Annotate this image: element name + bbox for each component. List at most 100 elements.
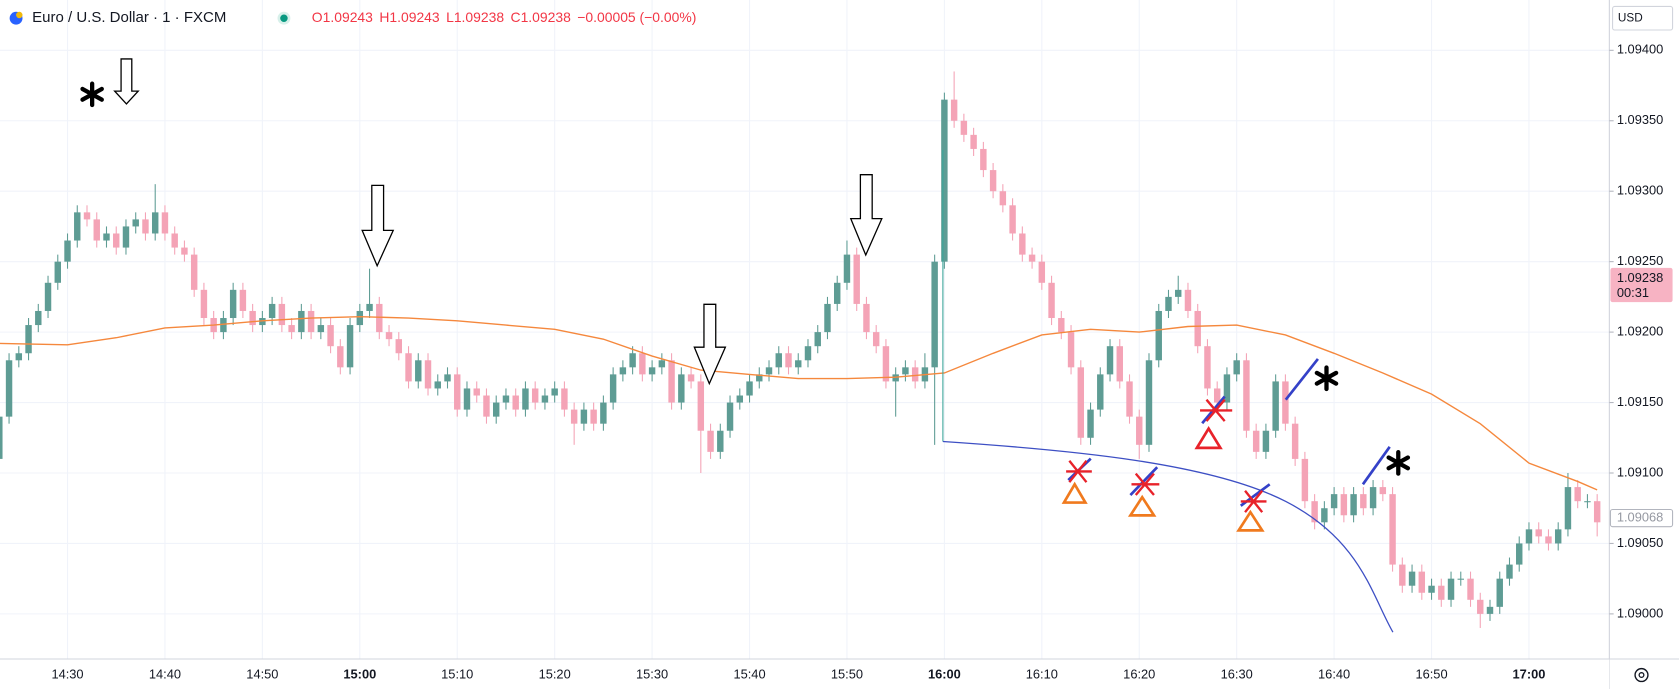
candle-body	[1106, 346, 1114, 375]
candle-body	[980, 148, 987, 171]
y-tick-label: 1.09100	[1617, 464, 1663, 479]
candle-body	[1574, 487, 1581, 502]
candle-body	[298, 310, 305, 333]
x-tick-label: 17:00	[1513, 666, 1546, 681]
candle-body	[824, 303, 831, 333]
candle-body	[103, 233, 110, 241]
annotations	[80, 58, 1411, 633]
candle-body	[629, 353, 636, 368]
candle-body	[600, 402, 607, 424]
ohlc-value: 1.09238	[454, 9, 505, 25]
candle-body	[278, 303, 286, 326]
drawing-curve	[942, 440, 1394, 633]
candle-body	[1593, 501, 1601, 523]
candle-body	[1262, 430, 1270, 452]
candle-body	[746, 381, 753, 396]
candle-body	[356, 310, 364, 326]
settings-button[interactable]	[1634, 667, 1649, 683]
ohlc-label: H	[379, 9, 389, 25]
candle-body	[190, 254, 198, 290]
candle-body	[1184, 289, 1192, 311]
candle-body	[122, 226, 130, 248]
candle-body	[151, 212, 159, 234]
arrow-annotation	[361, 184, 395, 268]
candle-body	[1486, 606, 1494, 614]
candle-body	[415, 360, 422, 382]
candle-body	[1516, 543, 1523, 565]
candle-body	[658, 360, 666, 368]
candle-body	[999, 191, 1007, 206]
candle-body	[814, 332, 821, 347]
axes: 1.09400 1.09350 1.09300 1.09250 1.09200 1.091…	[51, 42, 1674, 681]
ohlc-value: 1.09238	[521, 9, 572, 25]
cross-annotation	[1066, 398, 1267, 513]
candle-body	[317, 325, 325, 333]
candle-body	[1330, 494, 1338, 509]
candle-body	[970, 134, 977, 149]
candle-body	[570, 409, 578, 424]
candle-body	[843, 254, 851, 283]
candle-body	[1399, 564, 1406, 586]
candle-body	[35, 310, 42, 326]
time-axis-background	[0, 658, 1610, 689]
x-tick-label: 15:50	[831, 666, 863, 681]
currency-label: USD	[1618, 11, 1643, 24]
candle-body	[15, 353, 23, 361]
candle-body	[551, 388, 558, 396]
candle-body	[249, 310, 256, 326]
candle-body	[132, 219, 139, 227]
candle-body	[385, 332, 393, 340]
candle-body	[648, 367, 656, 375]
candle-body	[736, 395, 744, 403]
candle-body	[1467, 578, 1474, 600]
plot-area	[0, 71, 1601, 628]
candle-body	[1525, 529, 1533, 544]
x-tick-label: 16:00	[928, 666, 961, 681]
x-tick-label: 15:10	[441, 666, 473, 681]
candle-body	[1019, 233, 1026, 255]
price-marker-label: 1.09068	[1617, 509, 1663, 524]
candle-body	[795, 360, 802, 368]
candle-body	[1145, 360, 1153, 445]
arrow-annotation	[113, 58, 140, 105]
candle-body	[1028, 254, 1036, 262]
candle-body	[1360, 494, 1367, 509]
candle-body	[288, 325, 295, 333]
candle-body	[765, 367, 773, 375]
candle-body	[941, 99, 948, 262]
candle-body	[5, 360, 13, 417]
candle-body	[54, 261, 61, 283]
candle-body	[531, 388, 539, 403]
candle-body	[44, 282, 52, 311]
candle-body	[463, 388, 471, 410]
x-tick-label: 16:50	[1415, 666, 1447, 681]
y-tick-label: 1.09350	[1617, 112, 1663, 127]
candle-body	[25, 325, 32, 354]
ohlc-values: O1.09243 H1.09243 L1.09238 C1.09238 −0.00005…	[312, 9, 697, 25]
candle-body	[0, 416, 3, 459]
x-tick-label: 14:40	[149, 666, 181, 681]
candle-body	[444, 374, 451, 382]
candle-body	[1564, 487, 1572, 530]
candle-body	[882, 346, 890, 382]
price-marker	[1609, 508, 1674, 528]
y-tick-label: 1.09050	[1617, 535, 1663, 550]
candle-body	[1554, 529, 1562, 544]
candle-body	[609, 374, 617, 403]
candle-body	[1496, 578, 1503, 607]
triangle-annotation	[1061, 426, 1265, 532]
candle-body	[1116, 346, 1123, 382]
symbol-name: Euro / U.S. Dollar · 1 · FXCM	[32, 9, 226, 26]
candle-body	[327, 325, 334, 347]
candle-body	[483, 395, 490, 417]
candle-body	[1048, 282, 1055, 319]
candle-body	[1233, 360, 1240, 375]
candle-body	[1291, 423, 1299, 459]
candle-body	[1447, 578, 1455, 600]
symbol-icon-flag	[16, 11, 23, 19]
x-tick-label: 15:40	[733, 666, 765, 681]
currency-button[interactable]	[1612, 5, 1674, 31]
candle-body	[346, 325, 354, 368]
ohlc-label: L	[446, 9, 454, 25]
candle-body	[892, 374, 899, 382]
